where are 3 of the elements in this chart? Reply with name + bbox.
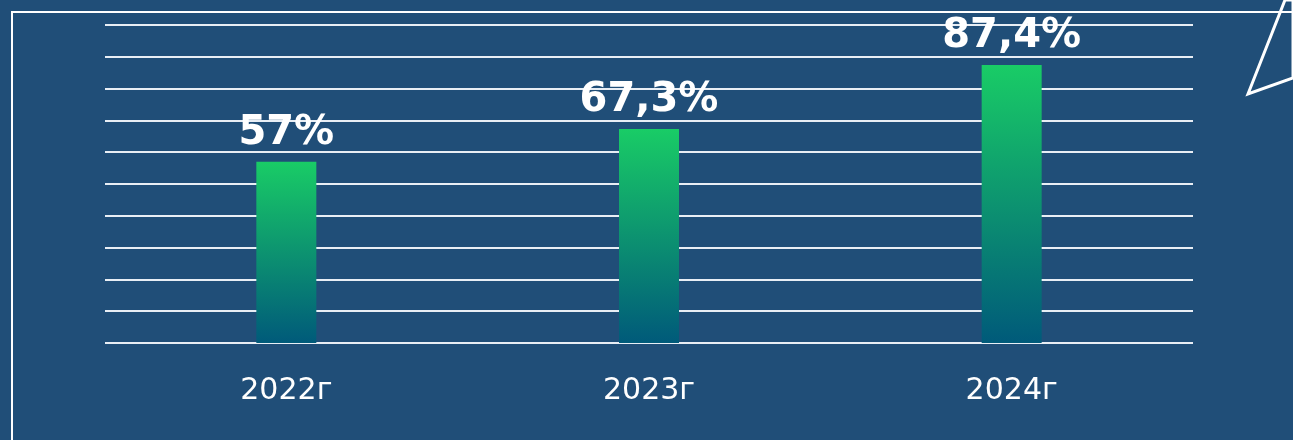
x-tick-label: 2022г	[240, 370, 333, 406]
x-tick-label: 2024г	[965, 370, 1058, 406]
x-tick-label: 2023г	[602, 370, 696, 406]
